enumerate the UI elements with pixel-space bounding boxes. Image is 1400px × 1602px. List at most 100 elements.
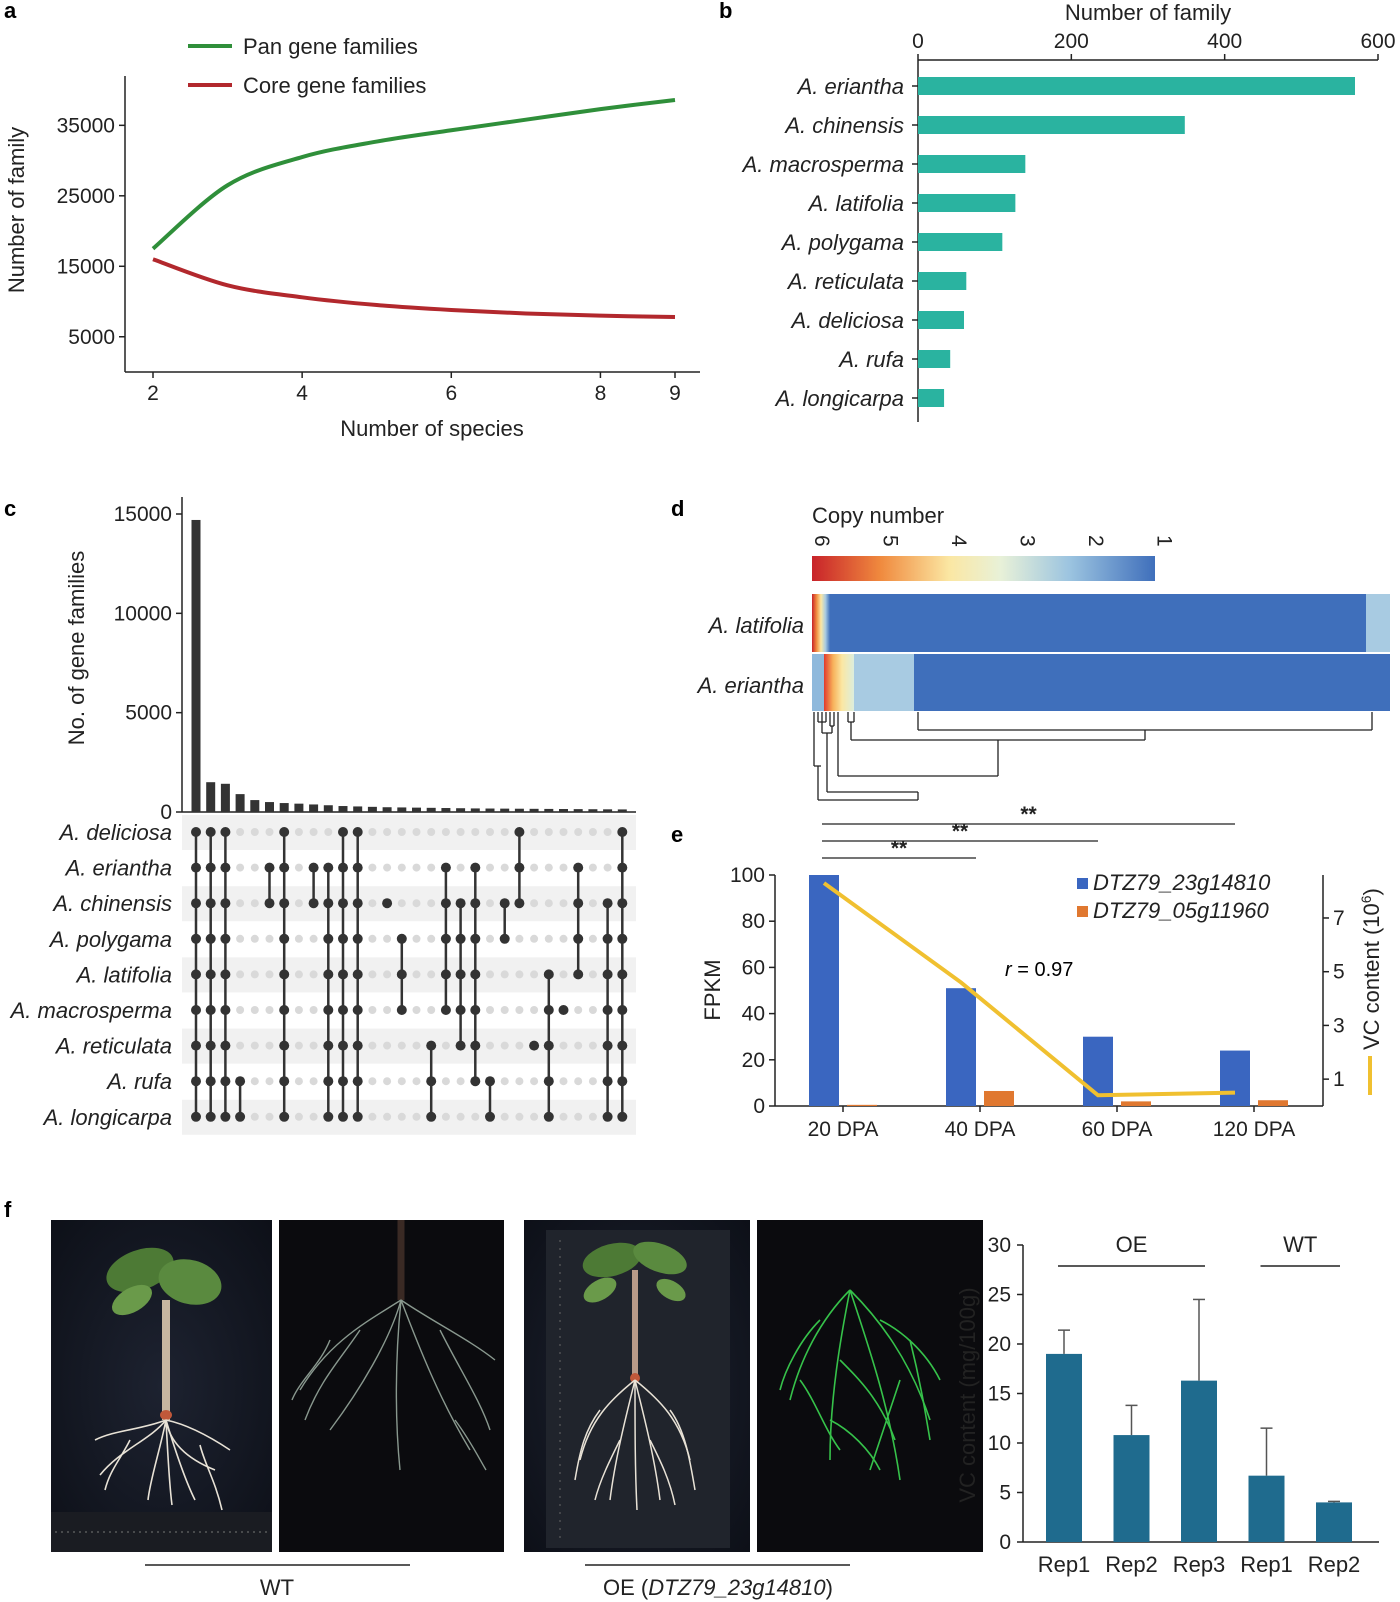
c-matrix-dot-empty: [588, 1077, 597, 1086]
f-y-tick-label: 15: [988, 1383, 1011, 1406]
c-matrix-dot-empty: [368, 1006, 377, 1014]
c-matrix-dot-empty: [544, 934, 553, 943]
c-matrix-dot-empty: [265, 1041, 274, 1050]
c-matrix-dot-empty: [588, 1041, 597, 1050]
c-matrix-dot-filled: [323, 1040, 334, 1051]
b-category-label: A. eriantha: [796, 74, 904, 99]
c-matrix-dot-filled: [352, 1111, 363, 1122]
c-matrix-dot-empty: [530, 970, 539, 979]
c-intersection-bar: [353, 806, 363, 812]
c-matrix-dot-empty: [368, 1112, 377, 1121]
a-y-tick-label: 15000: [57, 255, 115, 278]
c-matrix-dot-filled: [617, 1040, 628, 1051]
c-matrix-dot-empty: [486, 934, 494, 943]
c-set-label: A. longicarpa: [42, 1105, 172, 1130]
c-matrix-dot-filled: [396, 933, 407, 944]
c-matrix-dot-empty: [588, 970, 597, 979]
c-matrix-dot-empty: [265, 1112, 274, 1121]
c-matrix-dot-filled: [617, 1111, 628, 1122]
c-matrix-dot-empty: [236, 934, 245, 943]
c-matrix-dot-filled: [338, 1040, 348, 1051]
panel-f-bar-chart: VC content (mg/100g) 0 5 10 15 20 25 30 Rep1 Re…: [955, 1232, 1379, 1577]
c-matrix-dot-filled: [323, 1076, 334, 1087]
c-matrix-dot-empty: [294, 1041, 303, 1050]
c-matrix-dot-filled: [470, 933, 481, 944]
c-matrix-dot-filled: [191, 1111, 201, 1122]
c-set-label: A. deliciosa: [57, 820, 172, 845]
d-colorbar-tick-label: 5: [879, 535, 902, 547]
d-legend-title: Copy number: [812, 503, 944, 528]
c-matrix-dot-filled: [235, 1076, 246, 1087]
c-matrix-dot-empty: [236, 828, 245, 836]
c-set-label: A. rufa: [105, 1069, 172, 1094]
c-intersection-bar: [294, 803, 304, 812]
c-matrix-dot-filled: [235, 1111, 246, 1122]
c-matrix-dot-filled: [617, 1076, 628, 1087]
d-row-eriantha-light-cells: [854, 654, 914, 711]
c-matrix-dot-empty: [250, 863, 259, 872]
c-matrix-dot-empty: [383, 1077, 392, 1086]
f-group-label: WT: [1283, 1232, 1317, 1257]
c-matrix-dot-empty: [515, 1041, 524, 1050]
c-matrix-dot-filled: [323, 862, 334, 873]
c-matrix-dot-filled: [499, 933, 510, 944]
c-matrix-dot-empty: [397, 1112, 406, 1121]
c-matrix-dot-empty: [265, 934, 274, 943]
c-y-label: No. of gene families: [64, 551, 89, 745]
c-matrix-dot-empty: [574, 1041, 583, 1050]
c-intersection-bar: [338, 806, 348, 812]
photo-wt-roots-fluorescence: [279, 1220, 504, 1552]
c-matrix-dot-empty: [441, 1112, 450, 1121]
c-matrix-dot-empty: [412, 1112, 421, 1121]
c-matrix-dot-empty: [309, 828, 318, 836]
f-bar: [1316, 1502, 1352, 1542]
c-matrix-dot-filled: [352, 898, 363, 909]
c-matrix-dot-filled: [470, 1040, 481, 1051]
c-matrix-dot-empty: [309, 934, 318, 943]
e-bar-series-1: [984, 1090, 1014, 1106]
e-x-tick-label: 20 DPA: [808, 1118, 879, 1141]
c-matrix-dot-filled: [279, 827, 290, 837]
c-matrix-dot-empty: [427, 899, 436, 908]
e-bar-series-1: [847, 1104, 877, 1106]
f-x-tick-label: Rep2: [1105, 1552, 1158, 1577]
c-matrix-dot-empty: [294, 1077, 303, 1086]
c-matrix-dot-empty: [383, 1006, 392, 1014]
c-matrix-dot-filled: [338, 862, 348, 873]
b-x-tick-label: 600: [1360, 30, 1395, 53]
c-matrix-dot-empty: [588, 863, 597, 872]
c-matrix-dot-empty: [368, 899, 377, 908]
c-matrix-dot-filled: [279, 1111, 290, 1122]
c-intersection-bar: [235, 794, 245, 812]
c-matrix-dot-filled: [485, 1076, 495, 1087]
c-matrix-dot-filled: [382, 898, 393, 909]
c-matrix-dot-empty: [368, 828, 377, 836]
c-intersection-bar: [485, 808, 495, 812]
c-matrix-dot-filled: [617, 862, 628, 873]
b-category-label: A. polygama: [780, 230, 904, 255]
c-matrix-dot-filled: [220, 1005, 231, 1015]
f-y-label: VC content (mg/100g): [955, 1287, 980, 1502]
c-matrix-dot-filled: [191, 1005, 201, 1015]
c-intersection-bar: [265, 802, 274, 812]
e-significance-stars: **: [1020, 803, 1037, 826]
c-matrix-dot-filled: [573, 933, 584, 944]
c-intersection-bar: [500, 808, 510, 812]
e-y2-tick-label: 3: [1333, 1014, 1345, 1037]
e-y-tick-label: 20: [742, 1049, 765, 1072]
c-intersection-bar: [559, 809, 568, 812]
c-matrix-dot-empty: [559, 899, 568, 908]
c-matrix-dot-filled: [338, 827, 348, 837]
a-y-tick-label: 25000: [57, 185, 115, 208]
c-matrix-dot-empty: [574, 1006, 583, 1014]
f-y-tick-label: 30: [988, 1234, 1011, 1257]
c-matrix-dot-empty: [412, 899, 421, 908]
c-matrix-dot-filled: [191, 1040, 201, 1051]
b-category-label: A. deliciosa: [789, 308, 904, 333]
c-matrix-dot-filled: [323, 1005, 334, 1015]
c-matrix-dot-empty: [250, 1041, 259, 1050]
e-x-tick-label: 40 DPA: [945, 1118, 1016, 1141]
c-matrix-dot-empty: [486, 899, 494, 908]
c-matrix-dot-filled: [573, 898, 584, 909]
c-matrix-dot-empty: [309, 970, 318, 979]
